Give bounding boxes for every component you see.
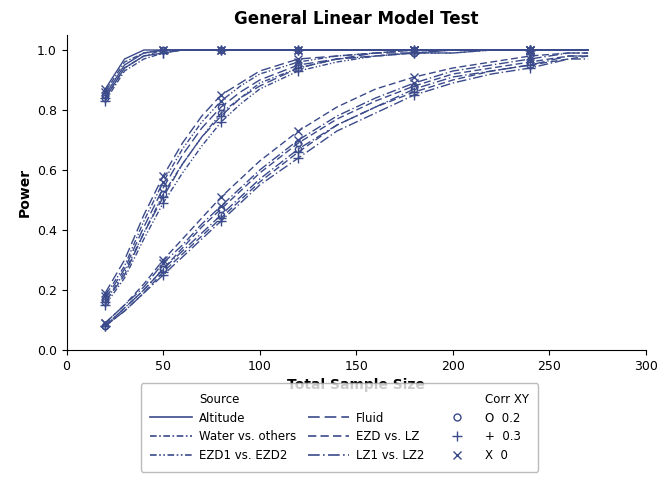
Title: General Linear Model Test: General Linear Model Test xyxy=(234,10,479,28)
Legend: Source, Altitude, Water vs. others, EZD1 vs. EZD2,  , Fluid, EZD vs. LZ, LZ1 vs.: Source, Altitude, Water vs. others, EZD1… xyxy=(141,383,538,472)
X-axis label: Total Sample Size: Total Sample Size xyxy=(287,378,426,392)
Y-axis label: Power: Power xyxy=(17,168,31,217)
